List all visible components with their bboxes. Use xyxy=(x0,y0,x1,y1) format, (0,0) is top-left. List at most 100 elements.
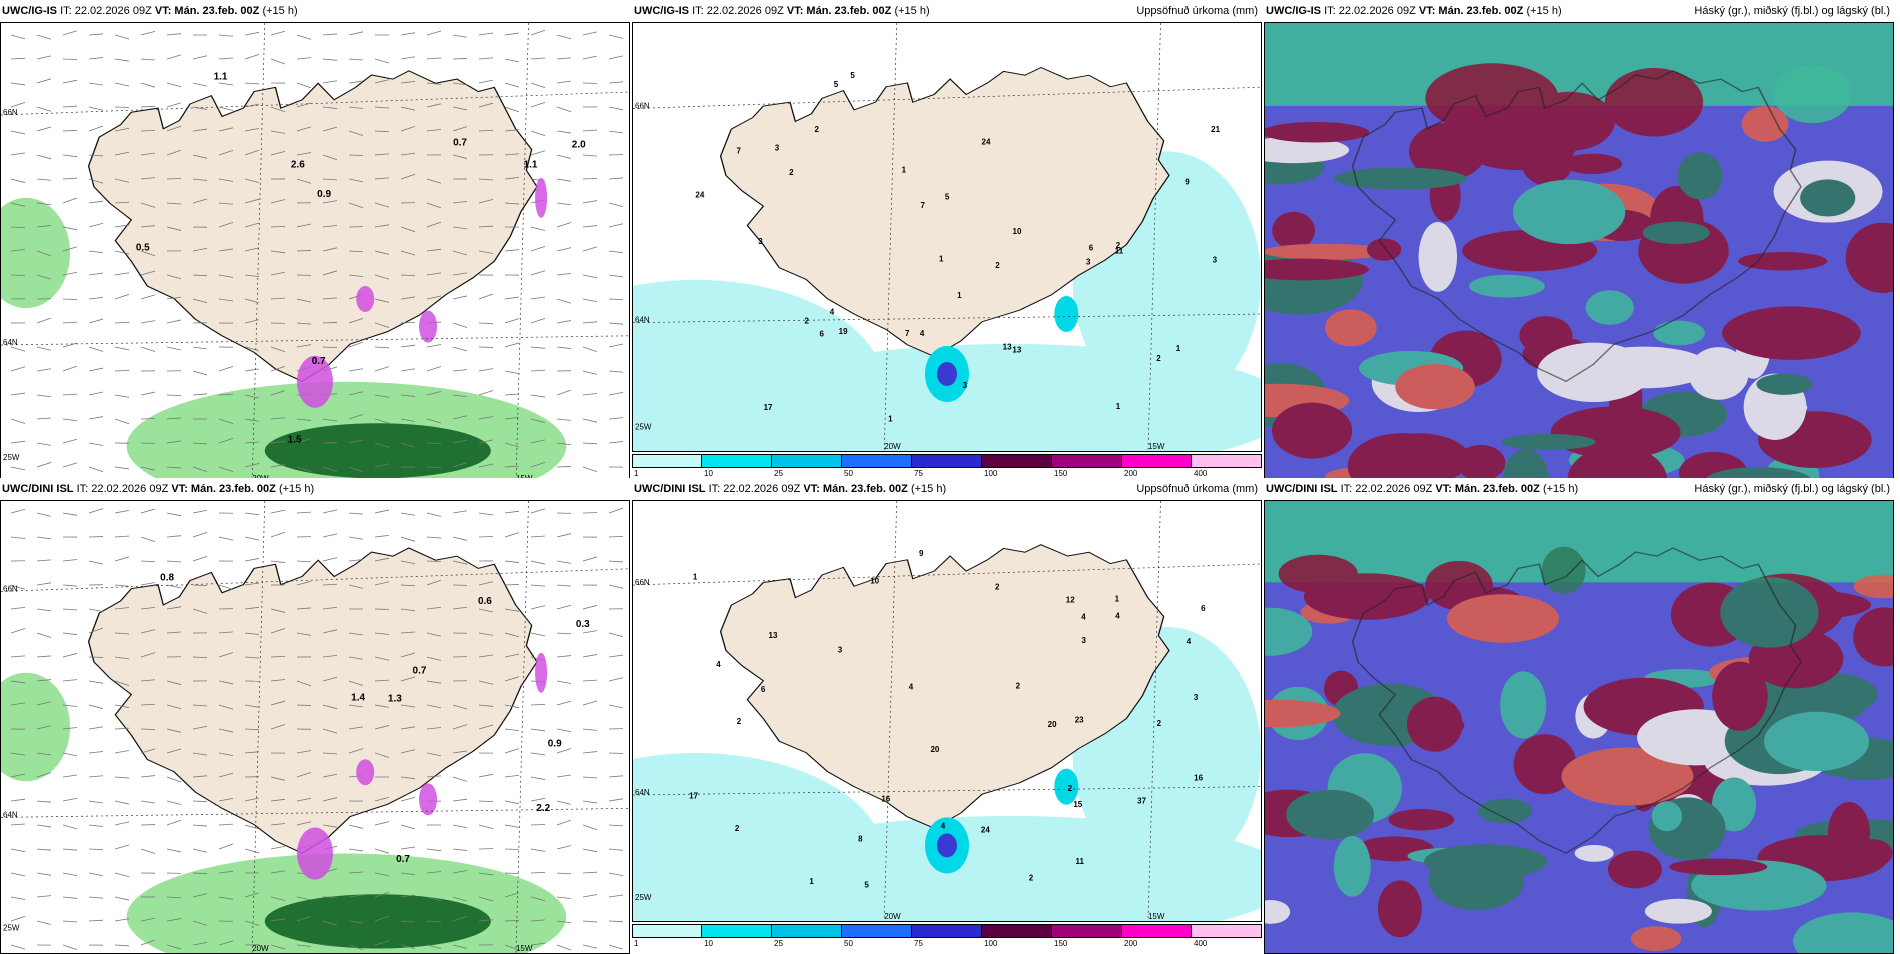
precip-value-label: 13 xyxy=(1012,346,1021,355)
precip-value-label: 17 xyxy=(764,403,773,412)
panel-wind-row2: UWC/DINI ISL IT: 22.02.2026 09Z VT: Mán.… xyxy=(0,478,630,954)
precip-value-label: 4 xyxy=(920,329,925,338)
valid-time: VT: Mán. 23.feb. 00Z xyxy=(1419,5,1524,17)
precip-value-label: 1 xyxy=(1176,344,1181,353)
precip-value-label: 24 xyxy=(695,191,704,200)
colorbar-tick: 75 xyxy=(914,939,923,948)
lat-label: 64N xyxy=(635,316,650,325)
cloud-map[interactable] xyxy=(1264,22,1894,484)
lat-label: 25W xyxy=(3,923,20,932)
precip-value-label: 2 xyxy=(789,168,794,177)
lat-label: 25W xyxy=(635,893,652,902)
colorbar-tick: 100 xyxy=(984,469,997,478)
colorbar-tick: 200 xyxy=(1124,939,1137,948)
init-time: IT: 22.02.2026 09Z xyxy=(60,5,152,17)
precip-value-label: 21 xyxy=(1211,125,1220,134)
wind-value-label: 1.1 xyxy=(214,71,228,82)
cloud-map[interactable] xyxy=(1264,500,1894,954)
panel-precip-row2: UWC/DINI ISL IT: 22.02.2026 09Z VT: Mán.… xyxy=(632,478,1262,954)
precip-value-label: 9 xyxy=(1185,178,1190,187)
iceland-land xyxy=(89,548,537,853)
precip-value-label: 13 xyxy=(769,631,778,640)
precip-value-label: 7 xyxy=(736,147,741,156)
lon-label: 20W xyxy=(252,944,269,953)
init-time: IT: 22.02.2026 09Z xyxy=(692,5,784,17)
precip-value-label: 4 xyxy=(909,682,914,691)
precip-title: Uppsöfnuð úrkoma (mm) xyxy=(1136,478,1258,500)
precip-value-label: 6 xyxy=(761,685,766,694)
precip-value-label: 20 xyxy=(1048,720,1057,729)
wind-value-label: 2.0 xyxy=(572,140,586,151)
lead-time: (+15 h) xyxy=(1526,5,1561,17)
run-info: UWC/IG-IS IT: 22.02.2026 09Z VT: Mán. 23… xyxy=(634,0,930,22)
model-name: UWC/DINI ISL xyxy=(634,483,706,495)
precip-value-label: 3 xyxy=(1081,636,1086,645)
precip-value-label: 20 xyxy=(930,745,939,754)
wind-value-label: 0.7 xyxy=(312,356,326,367)
model-name: UWC/DINI ISL xyxy=(2,483,74,495)
panel-wind-row1: UWC/IG-IS IT: 22.02.2026 09Z VT: Mán. 23… xyxy=(0,0,630,484)
colorbar-tick: 100 xyxy=(984,939,997,948)
panel-cloud-row1: UWC/IG-IS IT: 22.02.2026 09Z VT: Mán. 23… xyxy=(1264,0,1894,484)
wind-map[interactable]: 0.51.10.90.70.72.02.61.11.566N64N25W20W1… xyxy=(0,22,630,484)
lon-label: 15W xyxy=(1148,442,1165,451)
colorbar-tick: 200 xyxy=(1124,469,1137,478)
lat-label: 66N xyxy=(635,578,650,587)
lead-time: (+15 h) xyxy=(911,483,946,495)
cloud-map-canvas xyxy=(1265,23,1893,483)
valid-time: VT: Mán. 23.feb. 00Z xyxy=(787,5,892,17)
model-name: UWC/IG-IS xyxy=(1266,5,1321,17)
init-time: IT: 22.02.2026 09Z xyxy=(1341,483,1433,495)
cloud-title: Háský (gr.), miðský (fj.bl.) og lágský (… xyxy=(1694,478,1890,500)
valid-time: VT: Mán. 23.feb. 00Z xyxy=(1435,483,1540,495)
run-info: UWC/DINI ISL IT: 22.02.2026 09Z VT: Mán.… xyxy=(1266,478,1578,500)
init-time: IT: 22.02.2026 09Z xyxy=(77,483,169,495)
panel-header: UWC/IG-IS IT: 22.02.2026 09Z VT: Mán. 23… xyxy=(632,0,1262,22)
lat-label: 66N xyxy=(3,584,18,593)
precip-value-label: 17 xyxy=(689,791,698,800)
colorbar-tick: 150 xyxy=(1054,469,1067,478)
precip-value-label: 4 xyxy=(1115,611,1120,620)
wind-value-label: 2.2 xyxy=(536,803,550,814)
precip-value-label: 2 xyxy=(1016,681,1021,690)
precip-title: Uppsöfnuð úrkoma (mm) xyxy=(1136,0,1258,22)
lead-time: (+15 h) xyxy=(1543,483,1578,495)
precip-value-label: 2 xyxy=(1068,784,1073,793)
precip-value-label: 1 xyxy=(888,414,893,423)
precip-value-label: 1 xyxy=(1116,402,1121,411)
wind-value-label: 0.6 xyxy=(478,596,492,607)
cloud-map-canvas xyxy=(1265,501,1893,953)
colorbar-tick: 50 xyxy=(844,939,853,948)
precip-value-label: 3 xyxy=(1194,693,1199,702)
precip-value-label: 1 xyxy=(693,573,698,582)
colorbar-frame xyxy=(632,924,1262,938)
wind-value-label: 0.7 xyxy=(413,665,427,676)
precip-value-label: 12 xyxy=(1066,596,1075,605)
precip-value-label: 2 xyxy=(1029,874,1034,883)
precip-value-label: 6 xyxy=(1089,243,1094,252)
precip-value-label: 1 xyxy=(902,165,907,174)
colorbar-tick: 1 xyxy=(634,469,638,478)
precip-value-label: 3 xyxy=(758,237,763,246)
run-info: UWC/DINI ISL IT: 22.02.2026 09Z VT: Mán.… xyxy=(634,478,946,500)
run-info: UWC/DINI ISL IT: 22.02.2026 09Z VT: Mán.… xyxy=(2,478,314,500)
precip-value-label: 7 xyxy=(905,329,910,338)
precip-value-label: 6 xyxy=(1201,604,1206,613)
precip-value-label: 3 xyxy=(1086,258,1091,267)
precip-value-label: 5 xyxy=(945,193,950,202)
precip-value-label: 2 xyxy=(995,261,1000,270)
panel-header: UWC/DINI ISL IT: 22.02.2026 09Z VT: Mán.… xyxy=(0,478,630,500)
precip-value-label: 1 xyxy=(1115,595,1120,604)
lon-label: 20W xyxy=(884,912,901,921)
wind-map-canvas: 0.51.10.90.70.72.02.61.11.566N64N25W20W1… xyxy=(1,23,629,483)
precip-value-label: 10 xyxy=(870,576,879,585)
colorbar-tick: 400 xyxy=(1194,469,1207,478)
lat-label: 25W xyxy=(3,453,20,462)
precip-value-label: 2 xyxy=(737,717,742,726)
wind-value-label: 1.3 xyxy=(388,693,402,704)
